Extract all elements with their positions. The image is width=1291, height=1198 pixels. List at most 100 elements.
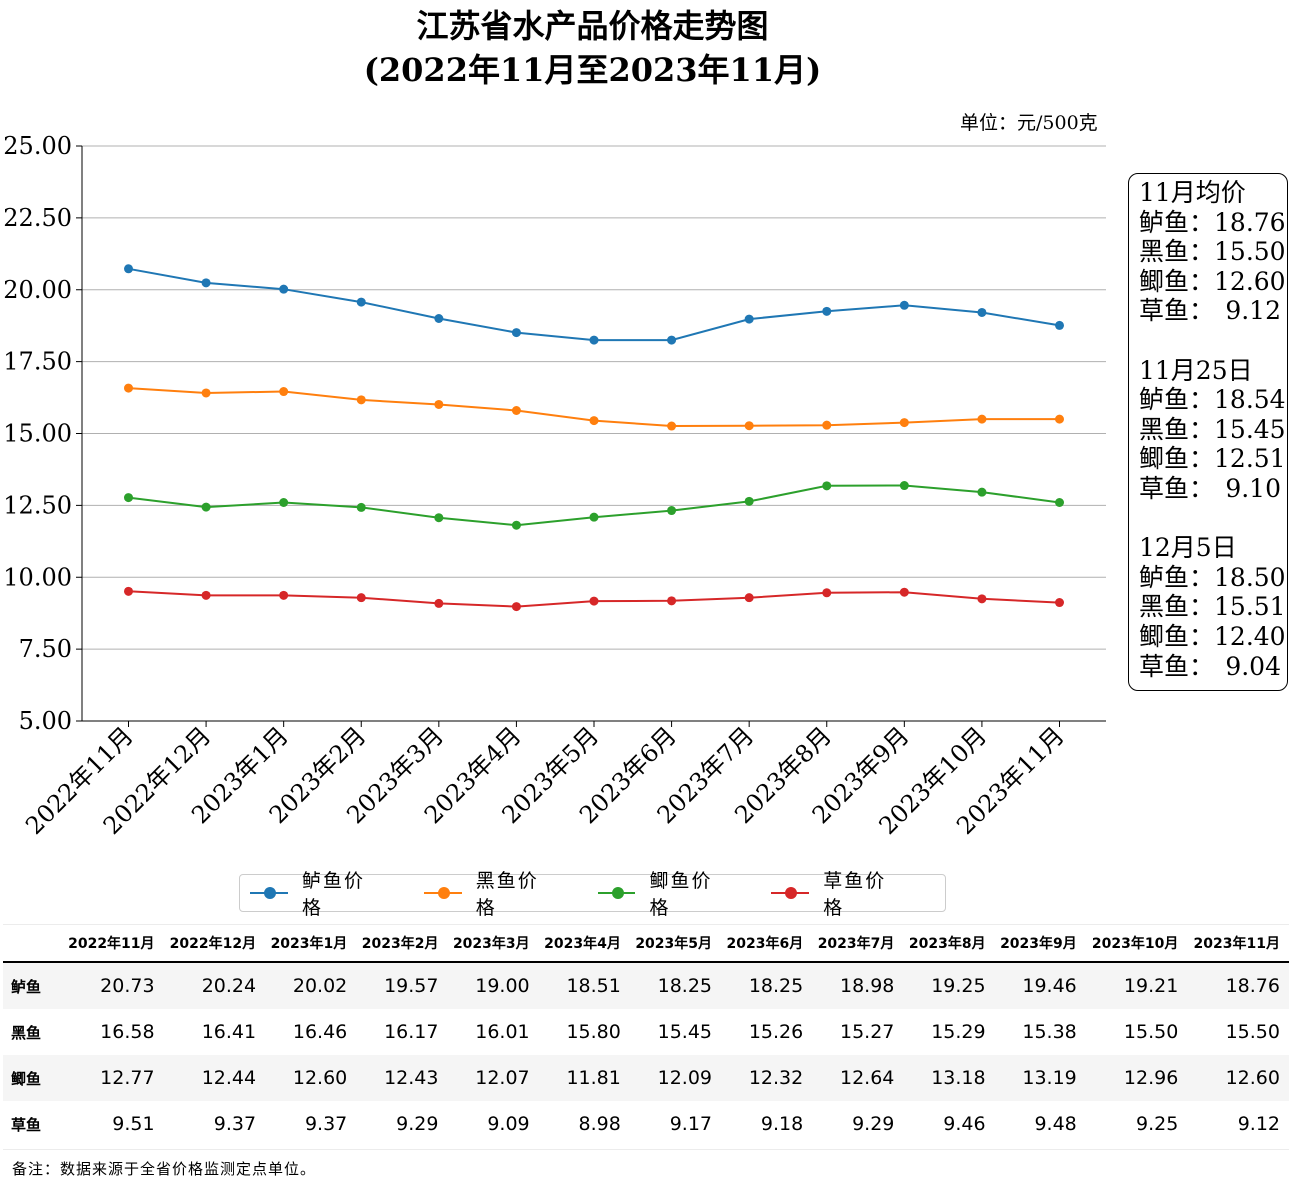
data-point-4 xyxy=(1055,598,1064,608)
table-cell: 18.25 xyxy=(748,975,804,997)
data-point-2 xyxy=(822,420,832,430)
table-cell: 9.25 xyxy=(1136,1113,1179,1135)
data-point-3 xyxy=(124,493,133,503)
table-cell: 19.00 xyxy=(475,975,530,997)
table-cell: 18.76 xyxy=(1225,975,1280,997)
unit-label: 单位：元/500克 xyxy=(960,112,1098,134)
y-tick-label: 7.50 xyxy=(19,635,72,663)
info-row: 鲈鱼： 18.76 xyxy=(1139,207,1286,238)
data-point-4 xyxy=(124,586,133,596)
table-cell: 9.29 xyxy=(852,1113,895,1135)
legend-swatch-icon xyxy=(597,887,636,899)
table-row-header: 草鱼 xyxy=(11,1115,42,1134)
info-row: 鲫鱼： 12.40 xyxy=(1139,621,1286,652)
table-cell: 12.09 xyxy=(657,1067,713,1089)
table-cell: 19.46 xyxy=(1022,975,1077,997)
info-price-value: 12.51 xyxy=(1214,444,1286,474)
data-point-4 xyxy=(899,587,909,597)
table-cell: 12.64 xyxy=(840,1067,895,1089)
info-row: 黑鱼： 15.45 xyxy=(1139,415,1286,445)
info-price-value: 18.50 xyxy=(1214,562,1286,592)
table-cell: 15.45 xyxy=(657,1021,713,1043)
table-cell: 15.50 xyxy=(1123,1021,1179,1043)
info-price-value: 15.51 xyxy=(1214,592,1286,622)
info-price-value: 18.54 xyxy=(1214,385,1286,415)
price-table-container: 2022年11月 2022年12月 2023年1月 2023年2月 2023年3月 202… xyxy=(3,924,1289,1150)
table-cell: 11.81 xyxy=(566,1067,621,1089)
info-fish-label: 黑鱼： xyxy=(1139,592,1215,622)
data-point-2 xyxy=(667,421,677,431)
info-fish-label: 鲫鱼： xyxy=(1139,444,1215,474)
data-point-4 xyxy=(822,588,832,598)
legend-swatch-icon xyxy=(250,887,288,899)
info-section-gap xyxy=(1139,326,1281,356)
table-column-header: 2023年3月 xyxy=(447,925,539,963)
table-cell: 16.41 xyxy=(201,1021,257,1043)
table-cell: 20.73 xyxy=(100,975,155,997)
table-cell: 9.29 xyxy=(396,1113,439,1135)
data-point-2 xyxy=(279,387,289,397)
table-column-header: 2023年4月 xyxy=(538,925,630,963)
data-point-4 xyxy=(279,590,289,600)
y-tick-label: 25.00 xyxy=(3,132,72,160)
info-fish-label: 鲈鱼： xyxy=(1139,207,1215,237)
data-point-2 xyxy=(744,421,754,431)
data-point-1 xyxy=(667,335,677,345)
info-section-gap xyxy=(1139,504,1281,534)
info-row: 鲈鱼： 18.50 xyxy=(1139,563,1286,593)
data-point-1 xyxy=(589,335,599,345)
y-tick-label: 20.00 xyxy=(3,276,72,304)
table-cell: 12.60 xyxy=(1225,1067,1280,1089)
table-row: 草鱼 9.51 9.37 9.37 9.29 9.09 8.98 9.17 9.18 9.29 9.… xyxy=(3,1101,1289,1147)
info-row: 黑鱼： 15.51 xyxy=(1139,592,1286,622)
legend-item: 草鱼价格 xyxy=(771,866,903,920)
table-cell: 16.17 xyxy=(384,1021,439,1043)
data-point-3 xyxy=(511,520,521,530)
info-row: 草鱼： 9.12 xyxy=(1139,296,1281,326)
table-cell: 13.18 xyxy=(931,1067,986,1089)
table-cell: 15.50 xyxy=(1225,1021,1280,1043)
table-column-header: 2023年8月 xyxy=(903,925,995,963)
legend-item: 鲈鱼价格 xyxy=(250,866,382,920)
table-row-header: 鲈鱼 xyxy=(11,977,42,996)
legend-label: 鲈鱼价格 xyxy=(301,870,365,919)
table-row: 黑鱼 16.58 16.41 16.46 16.17 16.01 15.80 15.45 15.… xyxy=(3,1009,1289,1055)
table-cell: 18.51 xyxy=(566,975,621,997)
y-tick-label: 5.00 xyxy=(19,707,72,735)
info-fish-label: 鲫鱼： xyxy=(1139,266,1215,296)
legend-marker xyxy=(611,887,624,899)
table-column-header: 2023年7月 xyxy=(812,925,904,963)
table-column-header: 2023年11月 xyxy=(1187,925,1289,963)
y-tick-label: 10.00 xyxy=(3,563,72,591)
data-point-2 xyxy=(201,388,211,398)
legend-marker xyxy=(264,887,276,899)
legend-marker xyxy=(785,887,798,899)
data-point-4 xyxy=(356,593,366,603)
info-row: 黑鱼： 15.50 xyxy=(1139,237,1286,267)
price-table: 2022年11月 2022年12月 2023年1月 2023年2月 2023年3月 202… xyxy=(3,925,1289,1147)
data-point-1 xyxy=(822,306,832,316)
info-price-value: 9.04 xyxy=(1225,651,1281,681)
data-point-2 xyxy=(1055,414,1064,424)
data-point-3 xyxy=(434,513,444,523)
table-column-header: 2023年5月 xyxy=(629,925,722,963)
table-row: 鲈鱼 20.73 20.24 20.02 19.57 19.00 18.51 18.25 18.… xyxy=(3,962,1289,1009)
data-point-1 xyxy=(511,328,521,338)
table-header-row: 2022年11月 2022年12月 2023年1月 2023年2月 2023年3月 202… xyxy=(3,925,1289,963)
data-point-3 xyxy=(667,506,677,516)
info-price-value: 18.76 xyxy=(1214,207,1286,237)
data-point-3 xyxy=(356,502,366,512)
table-cell: 16.58 xyxy=(100,1021,155,1043)
table-cell: 9.48 xyxy=(1034,1113,1077,1135)
data-point-3 xyxy=(589,512,599,522)
data-point-2 xyxy=(977,414,987,424)
info-row: 草鱼： 9.10 xyxy=(1139,474,1281,504)
chart-legend: 鲈鱼价格 黑鱼价格 鲫鱼价格 草鱼价格 xyxy=(239,870,946,919)
table-cell: 19.21 xyxy=(1123,975,1179,997)
info-fish-label: 鲫鱼： xyxy=(1139,621,1215,651)
table-cell: 9.37 xyxy=(213,1113,257,1135)
data-point-1 xyxy=(1055,320,1064,330)
info-row: 鲫鱼： 12.51 xyxy=(1139,444,1286,474)
legend-label: 草鱼价格 xyxy=(823,870,887,919)
legend-swatch-icon xyxy=(771,887,810,899)
